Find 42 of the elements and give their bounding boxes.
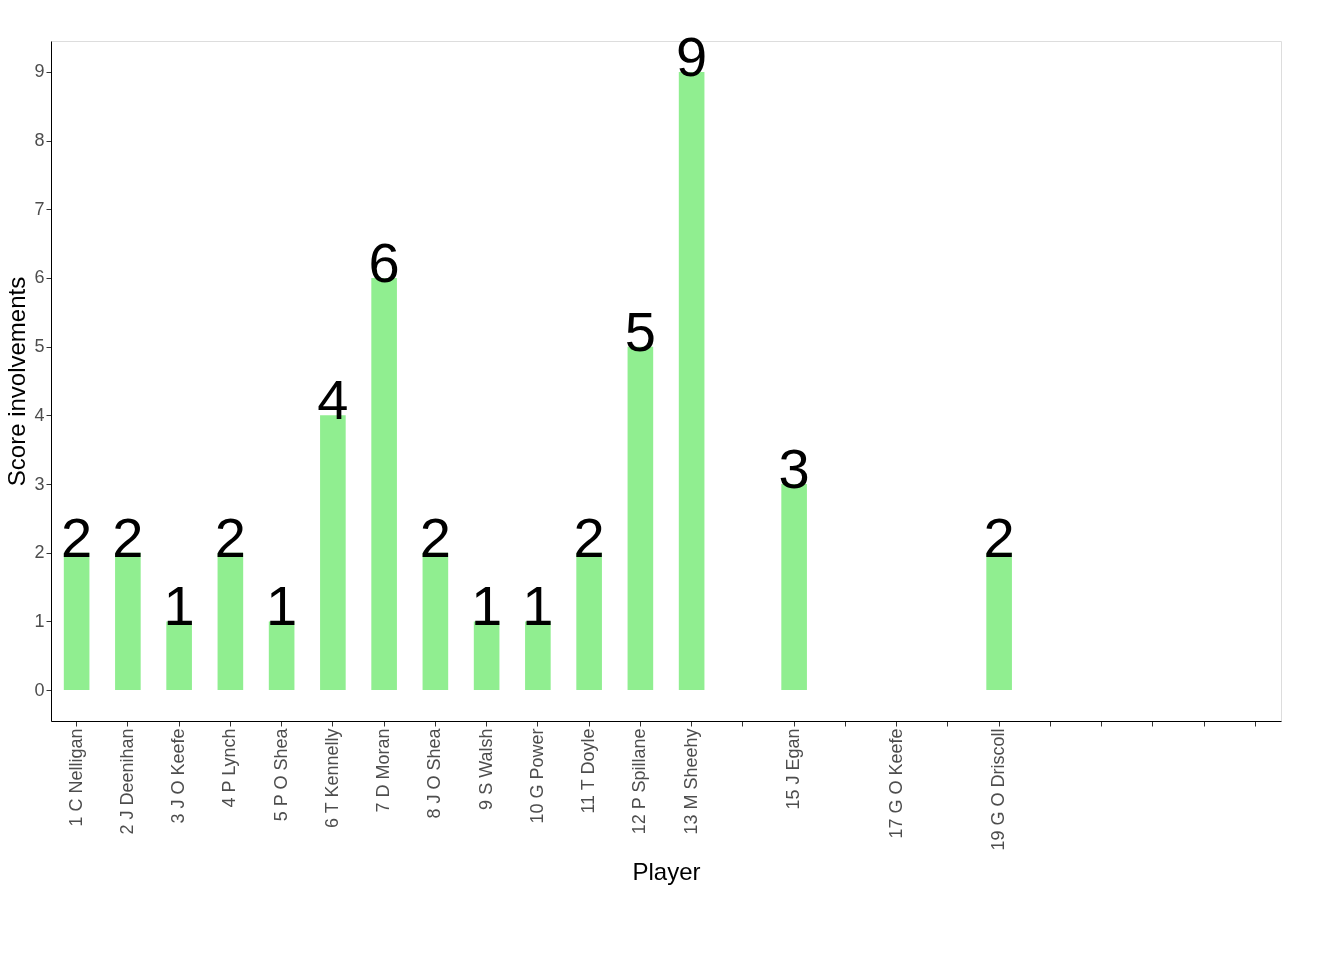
data-label: 2: [112, 505, 144, 569]
data-label: 9: [676, 24, 708, 88]
data-label: 6: [368, 230, 400, 294]
data-label: 2: [573, 505, 605, 569]
y-tick-label: 5: [34, 336, 45, 357]
y-tick-label: 1: [34, 610, 45, 631]
data-label: 1: [471, 574, 503, 638]
x-tick-label: 5 P O Shea: [270, 727, 291, 822]
x-tick-label: 1 C Nelligan: [65, 728, 86, 827]
x-axis-title: Player: [632, 857, 701, 885]
x-tick-label: 11 T Doyle: [578, 728, 599, 814]
y-tick-label: 8: [34, 130, 45, 151]
x-tick-label: 4 P Lynch: [219, 728, 240, 808]
y-tick-label: 4: [34, 404, 45, 425]
x-tick-label: 12 P Spillane: [629, 728, 650, 835]
x-tick-label: 17 G O Keefe: [885, 728, 906, 839]
x-tick-label: 19 G O Driscoll: [988, 728, 1009, 851]
data-label: 5: [624, 299, 656, 363]
x-tick-label: 6 T Kennelly: [321, 728, 342, 828]
y-axis-title: Score involvements: [3, 276, 31, 487]
data-label: 4: [317, 368, 349, 432]
x-tick-label: 15 J Egan: [783, 728, 804, 810]
data-label: 3: [778, 437, 810, 501]
x-tick-label: 9 S Walsh: [475, 728, 496, 810]
data-label: 2: [419, 505, 451, 569]
data-label: 1: [163, 574, 195, 638]
data-label: 1: [266, 574, 298, 638]
y-tick-label: 6: [34, 267, 45, 288]
y-tick-label: 9: [34, 61, 45, 82]
x-tick-label: 3 J O Keefe: [168, 728, 189, 824]
y-tick-label: 0: [34, 679, 45, 700]
y-tick-label: 7: [34, 198, 45, 219]
y-tick-label: 2: [34, 542, 45, 563]
x-tick-label: 8 J O Shea: [424, 727, 445, 819]
x-tick-label: 2 J Deenihan: [116, 728, 137, 835]
x-tick-label: 13 M Sheehy: [680, 728, 701, 835]
x-tick-label: 7 D Moran: [373, 728, 394, 813]
y-tick-label: 3: [34, 473, 45, 494]
data-label: 2: [214, 505, 246, 569]
x-tick-label: 10 G Power: [526, 728, 547, 824]
data-label: 1: [522, 574, 554, 638]
data-label: 2: [983, 505, 1015, 569]
